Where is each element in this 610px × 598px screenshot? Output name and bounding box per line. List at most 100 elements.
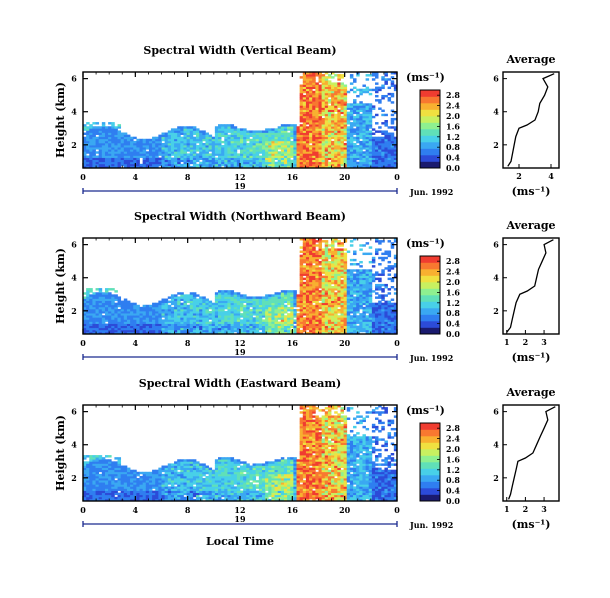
heatmap-cell <box>387 97 392 100</box>
heatmap-cell <box>117 313 122 316</box>
heatmap-cell <box>365 331 370 335</box>
heatmap-cell <box>387 260 392 264</box>
heatmap-cell <box>280 331 285 335</box>
heatmap-cell <box>312 240 316 243</box>
heatmap-cell <box>375 159 379 163</box>
heatmap-cell <box>114 331 118 335</box>
heatmap-cell <box>359 323 363 327</box>
heatmap-cell <box>111 163 115 167</box>
heatmap-cell <box>299 296 304 299</box>
heatmap-cell <box>309 313 313 316</box>
heatmap-cell <box>111 311 115 314</box>
heatmap-cell <box>293 331 297 335</box>
heatmap-cell <box>233 296 238 299</box>
heatmap-cell <box>321 78 326 81</box>
heatmap-cell <box>387 329 392 333</box>
heatmap-cell <box>346 286 351 289</box>
average-y-tick-label: 6 <box>493 74 499 84</box>
heatmap-cell <box>274 323 279 327</box>
heatmap-cell <box>393 86 398 90</box>
heatmap-cell <box>359 113 363 117</box>
heatmap-cell <box>368 149 373 152</box>
heatmap-cell <box>158 161 162 165</box>
heatmap-cell <box>243 159 247 163</box>
heatmap-cell <box>390 120 395 123</box>
heatmap-cell <box>126 302 131 306</box>
heatmap-cell <box>155 304 159 308</box>
heatmap-cell <box>227 290 231 293</box>
heatmap-cell <box>356 288 360 291</box>
heatmap-cell <box>123 331 128 335</box>
heatmap-cell <box>299 269 304 272</box>
heatmap-cell <box>164 155 169 158</box>
heatmap-cell <box>368 306 373 310</box>
heatmap-cell <box>393 88 398 92</box>
heatmap-cell <box>331 88 335 92</box>
heatmap-cell <box>218 165 222 169</box>
heatmap-cell <box>290 161 294 165</box>
heatmap-cell <box>321 99 326 102</box>
heatmap-cell <box>221 126 225 129</box>
heatmap-cell <box>114 149 118 152</box>
heatmap-cell <box>378 329 382 333</box>
heatmap-cell <box>340 248 344 251</box>
heatmap-cell <box>240 327 244 331</box>
heatmap-cell <box>349 159 354 163</box>
heatmap-cell <box>214 327 219 331</box>
heatmap-cell <box>230 319 235 322</box>
heatmap-cell <box>337 155 341 158</box>
heatmap-cell <box>177 296 181 299</box>
heatmap-cell <box>98 315 103 318</box>
heatmap-cell <box>309 161 313 165</box>
heatmap-cell <box>296 151 301 154</box>
heatmap-cell <box>249 329 253 333</box>
heatmap-cell <box>227 298 231 301</box>
heatmap-cell <box>371 321 376 324</box>
heatmap-cell <box>343 290 348 293</box>
heatmap-cell <box>233 161 238 165</box>
heatmap-cell <box>356 130 360 133</box>
heatmap-cell <box>359 165 363 169</box>
heatmap-cell <box>334 147 338 150</box>
heatmap-cell <box>89 138 93 142</box>
heatmap-cell <box>155 315 159 318</box>
heatmap-cell <box>167 304 172 308</box>
heatmap-cell <box>375 283 379 287</box>
heatmap-cell <box>318 105 322 108</box>
heatmap-cell <box>111 155 115 158</box>
heatmap-cell <box>321 76 326 79</box>
heatmap-cell <box>196 306 200 310</box>
heatmap-cell <box>302 145 307 148</box>
heatmap-cell <box>117 304 122 308</box>
heatmap-cell <box>321 265 326 268</box>
heatmap-cell <box>327 132 332 135</box>
heatmap-cell <box>365 115 370 119</box>
heatmap-cell <box>139 149 144 152</box>
heatmap-cell <box>167 165 172 169</box>
heatmap-cell <box>309 327 313 331</box>
heatmap-cell <box>183 306 187 310</box>
heatmap-cell <box>343 157 348 161</box>
heatmap-cell <box>164 302 169 306</box>
heatmap-cell <box>305 244 310 247</box>
x-tick-label: 0 <box>394 172 400 182</box>
heatmap-cell <box>261 323 266 327</box>
heatmap-cell <box>170 136 175 140</box>
heatmap-cell <box>186 298 191 301</box>
heatmap-cell <box>321 126 326 129</box>
heatmap-cell <box>196 138 200 142</box>
heatmap-cell <box>214 140 219 144</box>
heatmap-cell <box>381 311 385 314</box>
heatmap-cell <box>327 292 332 295</box>
heatmap-cell <box>343 240 348 243</box>
heatmap-cell <box>271 161 275 165</box>
heatmap-cell <box>349 296 354 299</box>
heatmap-cell <box>368 296 373 299</box>
heatmap-cell <box>381 319 385 322</box>
heatmap-cell <box>337 120 341 123</box>
heatmap-cell <box>111 151 115 154</box>
heatmap-cell <box>224 124 228 127</box>
heatmap-cell <box>249 153 253 156</box>
heatmap-cell <box>89 294 93 297</box>
heatmap-cell <box>299 165 304 169</box>
